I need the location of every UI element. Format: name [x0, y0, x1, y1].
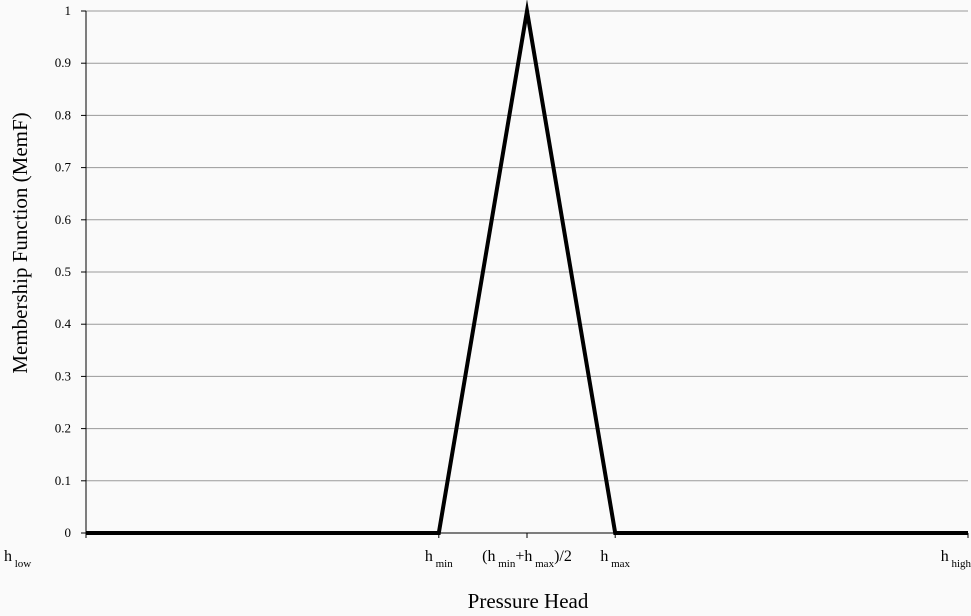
x-tick-label: h max: [600, 548, 630, 570]
x-tick-label: (h min+h max)/2: [482, 548, 572, 570]
x-tick-label: h low: [4, 548, 31, 570]
x-tick-label: h high: [941, 548, 971, 570]
y-tick-label: 0.7: [55, 160, 72, 175]
y-axis-title: Membership Function (MemF): [8, 112, 32, 373]
y-tick-label: 0.1: [55, 473, 71, 488]
y-tick-label: 0.4: [55, 316, 72, 331]
grid-lines: [81, 10, 968, 534]
y-tick-label: 0.5: [55, 264, 71, 279]
y-tick-label: 0.8: [55, 107, 71, 122]
y-tick-label: 0.2: [55, 421, 71, 436]
y-tick-label: 0.6: [55, 212, 72, 227]
series-lines: [86, 0, 968, 535]
y-tick-label: 0.3: [55, 368, 71, 383]
x-tick-label: h min: [425, 548, 453, 570]
y-tick-label: 0.9: [55, 55, 71, 70]
y-tick-label: 0: [65, 525, 72, 540]
x-axis-title: Pressure Head: [468, 589, 589, 613]
series-line: [86, 0, 968, 535]
y-tick-label: 1: [65, 3, 72, 18]
y-tick-labels: 0 0.1 0.2 0.3 0.4 0.5 0.6 0.7 0.8 0.9 1: [55, 3, 72, 540]
x-tick-labels: h low h min (h min+h max)/2 h max h high: [4, 533, 971, 570]
